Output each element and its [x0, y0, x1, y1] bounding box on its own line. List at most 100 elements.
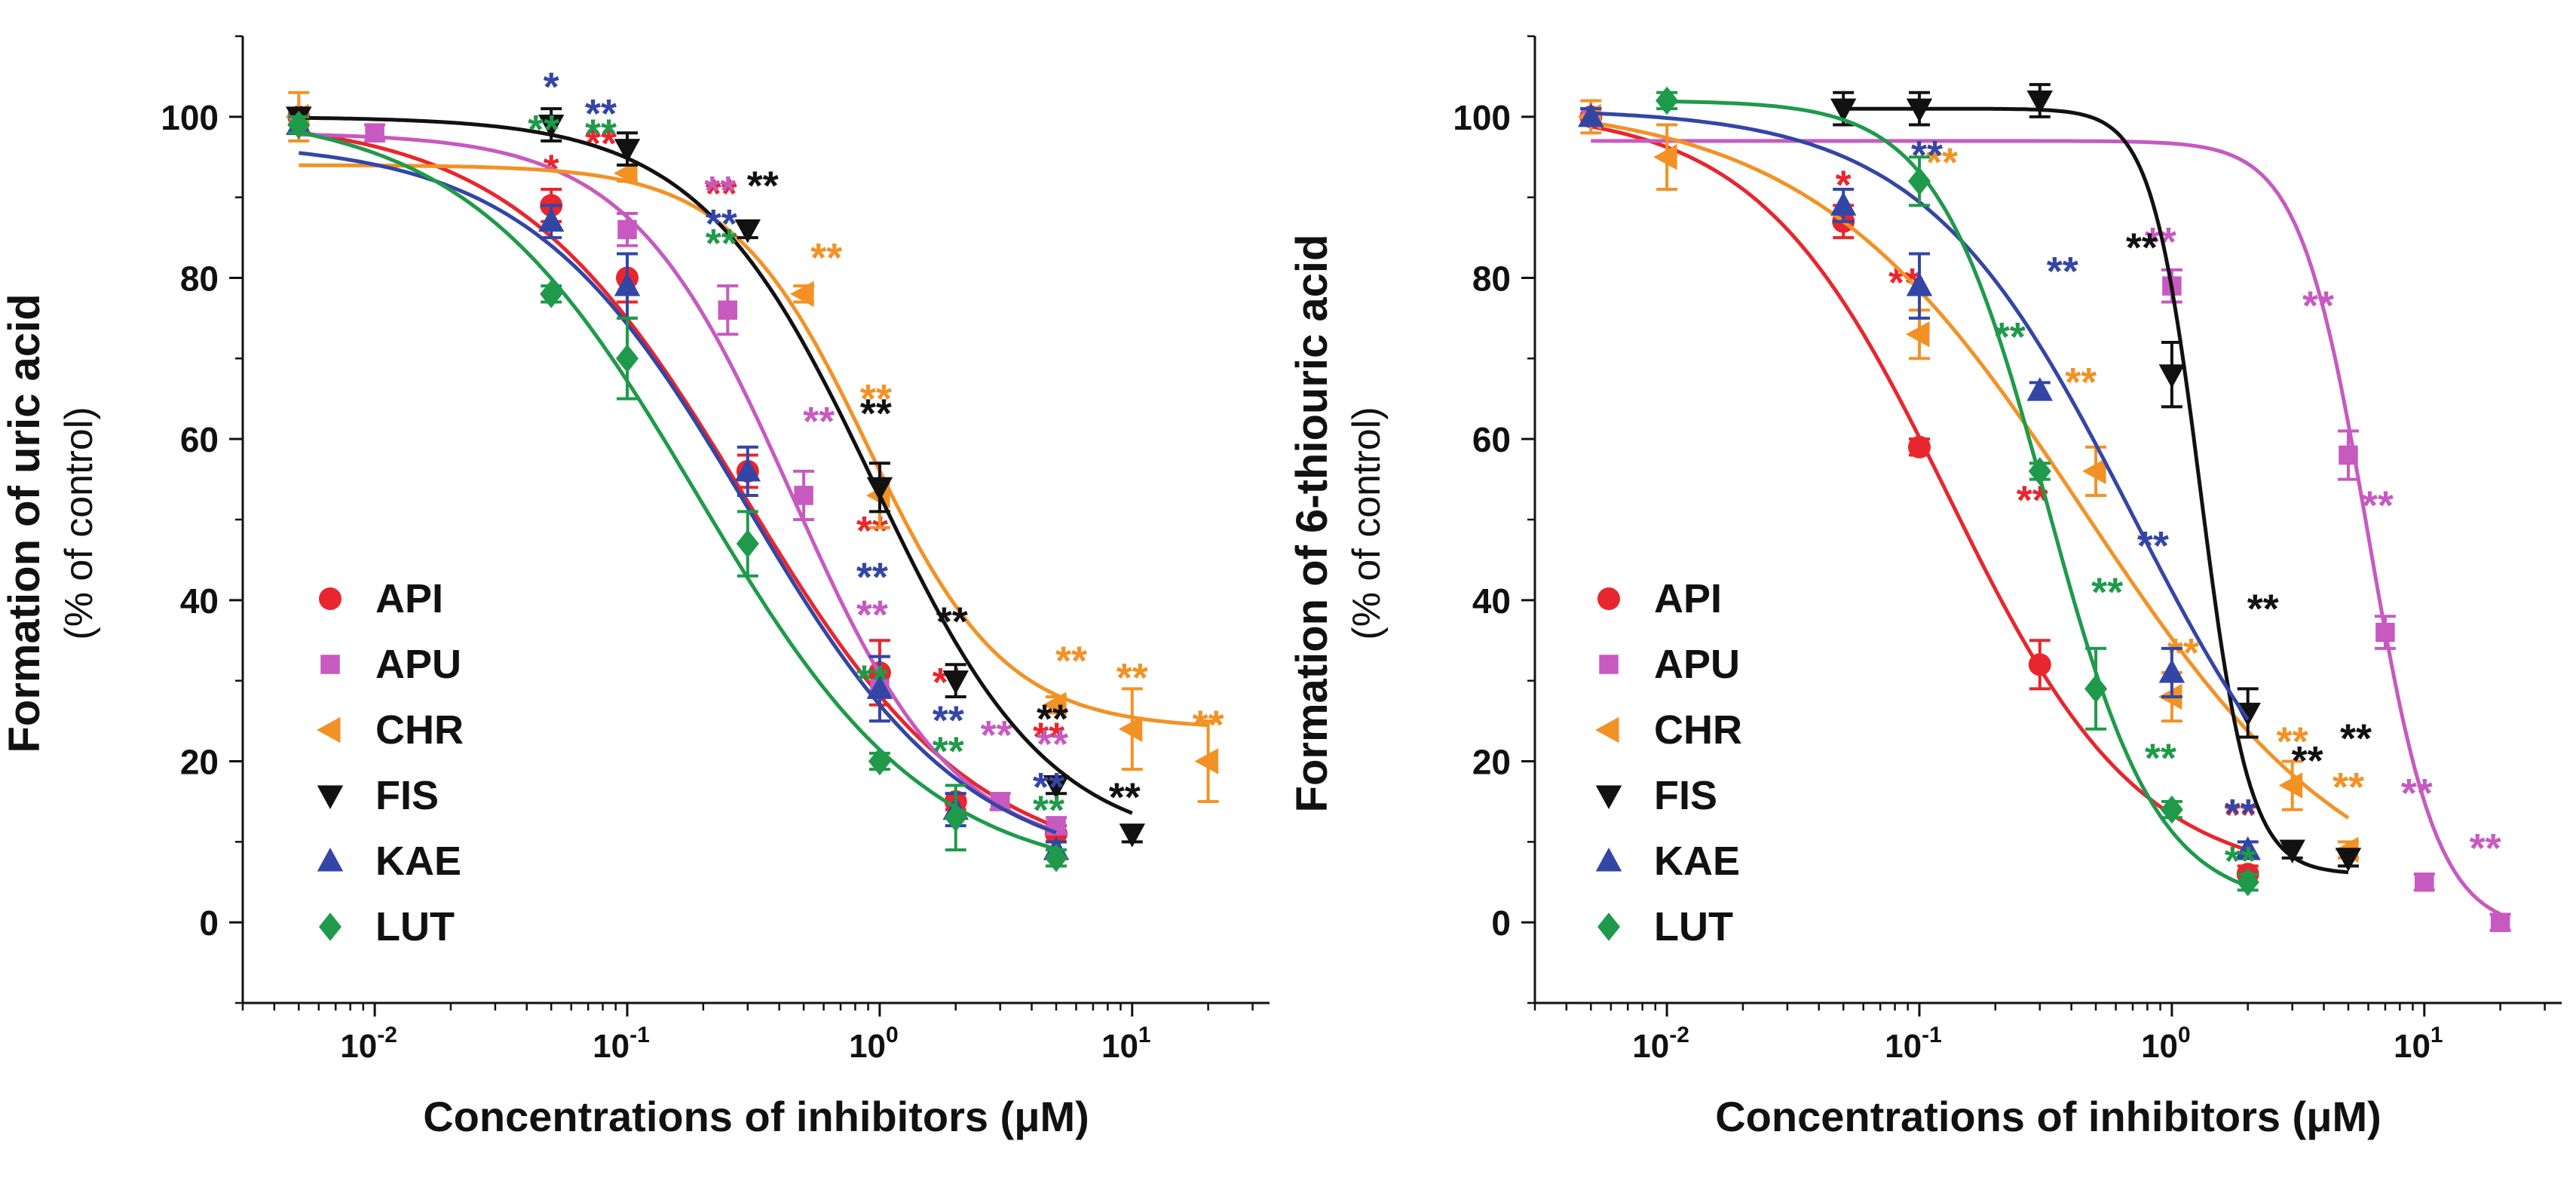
x-tick-label: 100: [849, 1023, 899, 1065]
data-point-fis: [942, 670, 969, 695]
data-point-apu: [365, 123, 384, 143]
data-point-apu: [617, 219, 637, 240]
data-point-apu: [794, 486, 813, 505]
significance-label: *: [1836, 163, 1852, 208]
x-tick-label: 10-2: [1632, 1023, 1689, 1065]
significance-label: **: [2145, 736, 2176, 781]
legend-label-kae: KAE: [375, 839, 461, 884]
significance-label: *: [544, 65, 559, 110]
data-point-kae: [2158, 658, 2185, 683]
significance-label: **: [585, 111, 617, 156]
x-tick-label: 101: [2394, 1023, 2443, 1065]
data-point-lut: [616, 344, 639, 373]
data-point-kae: [2234, 836, 2261, 860]
data-point-apu: [2339, 445, 2358, 465]
significance-label: **: [1926, 140, 1958, 185]
significance-label: **: [2292, 738, 2323, 784]
data-point-lut: [287, 110, 311, 140]
y-tick-label: 60: [1472, 420, 1511, 459]
legend: API APU CHR FIS KAE LUT: [317, 576, 464, 949]
data-point-fis: [1906, 98, 1933, 123]
series-lut: ********: [1656, 86, 2259, 897]
x-tick-label: 101: [1101, 1023, 1151, 1065]
significance-label: **: [2332, 765, 2364, 810]
legend-label-apu: APU: [375, 642, 461, 687]
significance-label: **: [810, 235, 842, 281]
series-chr: **********: [1577, 99, 2364, 863]
y-tick-label: 40: [1472, 581, 1511, 621]
legend-label-lut: LUT: [375, 904, 455, 949]
data-point-lut: [2084, 674, 2108, 704]
data-point-fis: [1043, 775, 1070, 799]
significance-label: **: [2277, 719, 2308, 765]
significance-label: **: [2047, 249, 2078, 294]
y-tick-label: 100: [1453, 98, 1511, 137]
data-point-apu: [2375, 622, 2395, 643]
x-axis-title: Concentrations of inhibitors (μM): [423, 1093, 1089, 1140]
fit-curve-chr: [1590, 121, 2350, 820]
significance-label: **: [1994, 314, 2026, 360]
significance-label: **: [2340, 716, 2372, 762]
legend-marker-fis: [317, 785, 344, 809]
data-point-fis: [2026, 90, 2054, 115]
significance-label: **: [933, 728, 964, 774]
data-point-chr: [614, 160, 638, 186]
y-tick-label: 20: [180, 743, 219, 782]
legend-label-lut: LUT: [1654, 904, 1733, 949]
significance-label: **: [860, 391, 892, 436]
legend-label-fis: FIS: [1654, 773, 1717, 818]
data-point-chr: [1653, 144, 1677, 170]
y-axis-subtitle: (% of control): [57, 406, 101, 639]
data-point-api: [1908, 435, 1931, 458]
significance-label: **: [856, 554, 888, 600]
series-fis: ****** **: [1830, 83, 2372, 875]
fit-curve-lut: [1667, 100, 2249, 888]
fit-curve-fis: [299, 115, 1133, 815]
significance-label: **: [2247, 586, 2279, 631]
data-point-lut: [736, 529, 759, 558]
data-point-fis: [1119, 823, 1146, 848]
data-point-apu: [2490, 912, 2510, 932]
significance-label: **: [1055, 639, 1087, 684]
significance-label: **: [1033, 788, 1064, 833]
legend-marker-kae: [1595, 848, 1622, 872]
fit-curve-apu: [299, 132, 1057, 833]
significance-label: **: [933, 698, 964, 744]
data-point-kae: [734, 457, 761, 482]
significance-label: **: [2137, 523, 2169, 569]
x-tick-label: 100: [2141, 1023, 2191, 1065]
legend-label-kae: KAE: [1654, 839, 1740, 884]
fit-curve-apu: [1591, 139, 2501, 916]
data-point-lut: [1656, 86, 1679, 115]
significance-label: **: [2302, 284, 2334, 329]
legend-marker-kae: [317, 848, 344, 872]
significance-label: **: [2362, 483, 2394, 529]
data-point-chr: [1906, 321, 1930, 348]
significance-label: **: [1911, 133, 1943, 178]
data-point-api: [2028, 653, 2051, 676]
significance-label: **: [856, 592, 888, 637]
x-axis-title: Concentrations of inhibitors (μM): [1715, 1093, 2381, 1140]
data-point-lut: [2028, 457, 2051, 486]
significance-label: **: [803, 399, 835, 444]
y-tick-label: 60: [180, 420, 219, 459]
significance-label: **: [2470, 826, 2501, 871]
x-tick-label: 10-2: [340, 1023, 397, 1065]
y-axis-subtitle: (% of control): [1345, 406, 1389, 639]
data-point-apu: [718, 300, 738, 320]
y-tick-label: 80: [1472, 259, 1511, 299]
series-api: *******: [1579, 105, 2259, 886]
legend-marker-apu: [1599, 655, 1619, 674]
fit-curve-kae: [299, 151, 1057, 835]
x-tick-label: 10-1: [593, 1023, 650, 1065]
significance-label: **: [2126, 225, 2158, 271]
significance-label: **: [585, 91, 617, 136]
data-point-chr: [2082, 458, 2106, 485]
data-point-fis: [866, 477, 893, 501]
significance-label: **: [1109, 775, 1141, 820]
legend-marker-lut: [1597, 912, 1620, 941]
data-point-lut: [1044, 843, 1067, 873]
significance-label: **: [1116, 655, 1148, 701]
data-point-lut: [944, 803, 967, 833]
legend-marker-chr: [1595, 716, 1619, 744]
